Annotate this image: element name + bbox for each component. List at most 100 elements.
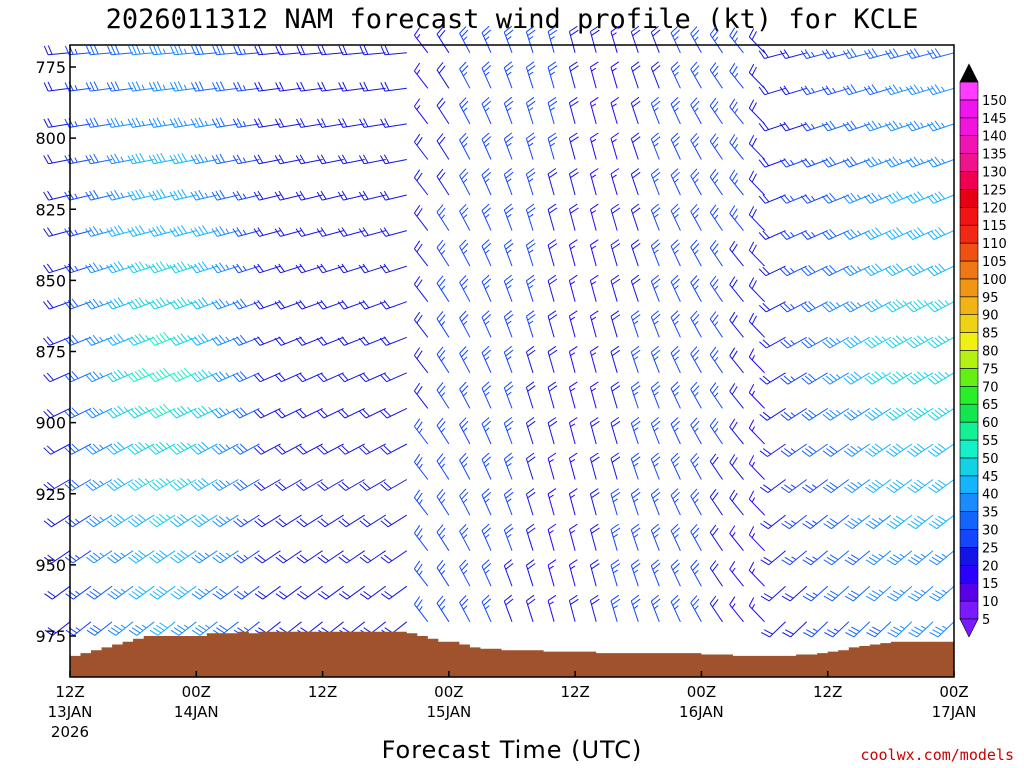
wind-barb [503, 25, 514, 53]
wind-barb [690, 381, 702, 409]
wind-barb [254, 45, 281, 56]
y-tick-label: 775 [35, 58, 66, 77]
wind-barb [748, 383, 765, 409]
wind-barb [885, 227, 913, 240]
wind-barb [169, 333, 197, 346]
wind-barb [780, 407, 807, 421]
wind-barb [170, 550, 197, 564]
wind-barb [802, 585, 829, 602]
wind-barb [821, 192, 849, 204]
wind-barb [610, 310, 621, 338]
wind-barb [547, 274, 558, 302]
wind-barb [380, 81, 407, 92]
wind-barb [589, 594, 600, 622]
wind-speed-colorbar: 5 10 15 20 25 30 35 40 45 50 55 60 65 70 75 80 85 90 95 100… [959, 63, 1007, 638]
wind-barb [844, 585, 871, 602]
wind-barb [670, 274, 681, 302]
wind-barb [907, 514, 934, 530]
wind-barb [436, 204, 450, 231]
wind-barb [589, 523, 600, 551]
wind-barb [106, 189, 134, 201]
wind-barb [296, 550, 323, 564]
wind-barb [169, 152, 197, 165]
wind-barb [337, 263, 365, 274]
wind-barb [436, 382, 450, 409]
wind-barb [503, 61, 514, 89]
wind-barb [866, 621, 892, 638]
wind-barb [568, 559, 578, 587]
wind-barb [358, 299, 386, 310]
wind-barb [64, 227, 92, 237]
wind-barb [107, 45, 134, 56]
wind-barb [780, 336, 807, 349]
wind-barb [190, 189, 218, 201]
colorbar-label: 30 [982, 524, 999, 539]
wind-barb [907, 479, 934, 494]
wind-barb [822, 336, 850, 349]
wind-barb [864, 407, 892, 421]
wind-barb [864, 299, 892, 313]
wind-barb [843, 371, 871, 385]
wind-barb [779, 265, 807, 277]
colorbar-segment [959, 403, 979, 423]
wind-barb [758, 301, 786, 313]
wind-barb [906, 299, 934, 313]
wind-barb [436, 524, 450, 551]
wind-barb [413, 169, 429, 196]
wind-barb [547, 559, 557, 587]
wind-barb [927, 191, 955, 204]
wind-barb [232, 227, 260, 237]
wind-barb [481, 488, 492, 516]
wind-barb [107, 621, 134, 636]
wind-barb [317, 45, 344, 56]
wind-barb [709, 240, 723, 267]
wind-barb [690, 559, 702, 587]
wind-barb [436, 488, 450, 516]
wind-barb [148, 477, 176, 491]
wind-barb [148, 441, 176, 455]
wind-barb [781, 514, 808, 530]
wind-barb [503, 274, 514, 302]
colorbar-segment [959, 117, 979, 137]
x-tick-year: 2026 [51, 723, 89, 741]
wind-barb [610, 61, 620, 89]
colorbar-label: 70 [982, 380, 999, 395]
wind-barb [748, 170, 765, 196]
wind-barb [928, 550, 955, 566]
wind-barb [822, 407, 850, 421]
wind-barb [610, 96, 620, 125]
wind-barb [927, 48, 955, 59]
wind-barb [928, 479, 955, 494]
wind-barb [885, 371, 913, 385]
wind-barb [295, 154, 323, 165]
wind-barb [459, 524, 471, 551]
wind-barb [413, 62, 429, 89]
wind-barb [338, 514, 365, 528]
wind-barb [436, 239, 450, 267]
wind-barb [148, 331, 176, 346]
wind-barb [670, 168, 681, 196]
wind-barb [275, 550, 302, 564]
colorbar-label: 135 [982, 148, 1007, 163]
wind-barb [190, 297, 218, 310]
wind-barb [886, 479, 913, 494]
wind-barb [802, 550, 829, 566]
wind-barb [650, 452, 661, 480]
wind-barb [413, 240, 429, 267]
wind-barb [481, 594, 492, 623]
wind-barb [379, 227, 407, 237]
colorbar-label: 115 [982, 219, 1007, 234]
wind-barb [630, 310, 641, 338]
colorbar-segment [959, 493, 979, 512]
wind-barb [43, 154, 71, 165]
wind-barb [337, 372, 365, 383]
wind-barb [380, 154, 407, 165]
wind-barb [758, 265, 786, 277]
wind-barb [459, 346, 471, 374]
wind-barb [865, 479, 892, 494]
wind-barb [865, 514, 892, 530]
wind-barb [589, 452, 600, 480]
wind-barb [148, 81, 176, 92]
wind-barb [85, 45, 113, 56]
wind-barb [413, 453, 429, 480]
